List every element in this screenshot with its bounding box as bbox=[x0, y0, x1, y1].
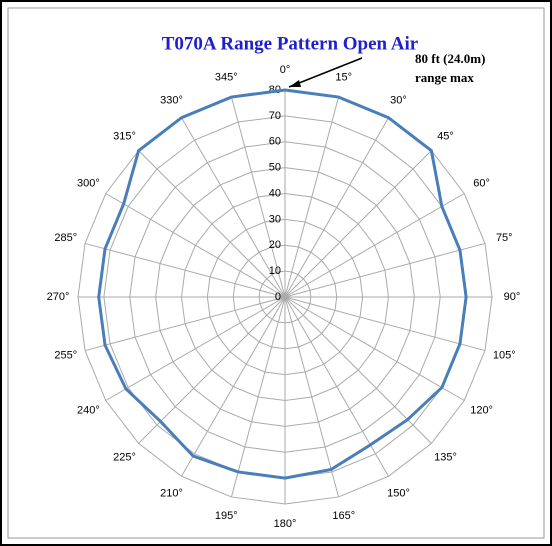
r-tick-label: 40 bbox=[269, 187, 281, 199]
spoke bbox=[284, 117, 389, 298]
spoke bbox=[284, 150, 432, 298]
annotation-arrow bbox=[288, 57, 363, 88]
r-tick-label: 50 bbox=[269, 162, 281, 174]
spoke bbox=[181, 117, 286, 298]
spoke bbox=[138, 150, 286, 298]
category-label: 135° bbox=[434, 451, 457, 463]
category-label: 0° bbox=[280, 64, 291, 76]
category-label: 60° bbox=[473, 177, 490, 189]
category-label: 240° bbox=[77, 404, 100, 416]
category-label: 195° bbox=[215, 510, 238, 522]
spoke bbox=[138, 296, 286, 444]
series-line bbox=[97, 88, 468, 480]
spoke bbox=[284, 96, 340, 298]
category-label: 255° bbox=[54, 350, 77, 362]
category-label: 270° bbox=[47, 291, 70, 303]
category-label: 285° bbox=[54, 232, 77, 244]
r-tick-label: 60 bbox=[269, 136, 281, 148]
r-tick-label: 10 bbox=[269, 265, 281, 277]
category-label: 75° bbox=[496, 232, 513, 244]
annotation: range max bbox=[415, 70, 474, 85]
chart-title: T070A Range Pattern Open Air bbox=[162, 33, 419, 54]
spoke bbox=[284, 296, 340, 498]
spoke bbox=[84, 296, 286, 352]
spoke bbox=[284, 296, 389, 477]
category-label: 90° bbox=[504, 291, 521, 303]
category-label: 330° bbox=[160, 94, 183, 106]
category-label: 165° bbox=[332, 510, 355, 522]
r-tick-label: 70 bbox=[269, 110, 281, 122]
category-label: 345° bbox=[215, 72, 238, 84]
category-label: 15° bbox=[335, 72, 352, 84]
spoke bbox=[84, 242, 286, 298]
category-label: 30° bbox=[390, 94, 407, 106]
category-label: 210° bbox=[160, 487, 183, 499]
spoke bbox=[181, 296, 286, 477]
category-label: 105° bbox=[493, 350, 516, 362]
category-label: 45° bbox=[437, 130, 454, 142]
arrow-head bbox=[289, 80, 301, 87]
r-tick-label: 20 bbox=[269, 239, 281, 251]
r-tick-label: 30 bbox=[269, 213, 281, 225]
plot-frame bbox=[7, 7, 545, 539]
spoke bbox=[284, 296, 486, 352]
spoke bbox=[230, 296, 286, 498]
spoke bbox=[105, 296, 286, 401]
spoke bbox=[284, 296, 465, 401]
category-label: 315° bbox=[113, 130, 136, 142]
annotation: 80 ft (24.0m) bbox=[415, 51, 485, 66]
r-tick-label: 0 bbox=[275, 291, 281, 303]
category-label: 300° bbox=[77, 177, 100, 189]
spoke bbox=[284, 193, 465, 298]
category-label: 150° bbox=[387, 487, 410, 499]
spoke bbox=[230, 96, 286, 298]
category-label: 225° bbox=[113, 451, 136, 463]
category-label: 180° bbox=[274, 518, 297, 530]
spoke bbox=[284, 242, 486, 298]
category-label: 120° bbox=[470, 404, 493, 416]
spoke bbox=[105, 193, 286, 298]
